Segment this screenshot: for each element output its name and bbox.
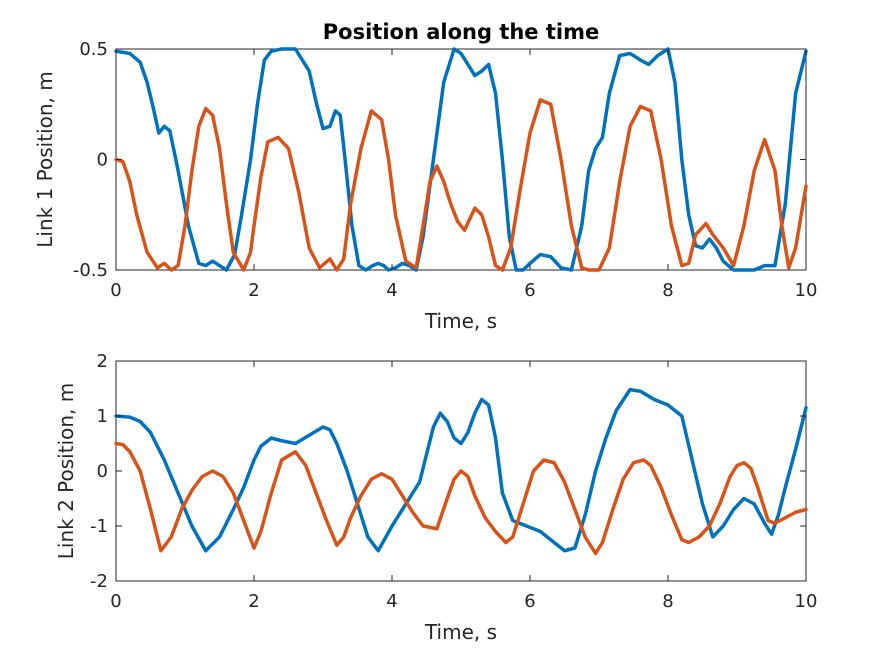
top-ticks-group: 0 2 4 6 8 100.50-0.5 bbox=[73, 39, 818, 301]
top-y-axis-label: Link 1 Position, m bbox=[33, 71, 57, 247]
top-series-line-1 bbox=[114, 47, 808, 272]
bottom-series-line-1 bbox=[114, 387, 808, 553]
bottom-series-group bbox=[114, 387, 808, 556]
bottom-y-axis-label: Link 2 Position, m bbox=[54, 383, 78, 559]
top-x-tick-label: 2 bbox=[248, 280, 259, 301]
top-x-tick-label: 8 bbox=[662, 280, 673, 301]
bottom-series-line-2 bbox=[114, 441, 808, 556]
bottom-y-tick-label: 1 bbox=[97, 406, 108, 427]
bottom-y-tick-label: -1 bbox=[90, 516, 108, 537]
top-series-line-2 bbox=[114, 98, 808, 272]
top-x-tick-label: 6 bbox=[524, 280, 535, 301]
bottom-y-tick-label: 2 bbox=[97, 351, 108, 372]
bottom-x-tick-label: 2 bbox=[248, 591, 259, 612]
top-x-tick-label: 0 bbox=[110, 280, 121, 301]
bottom-x-axis-label: Time, s bbox=[424, 620, 497, 644]
bottom-y-tick-label: 0 bbox=[97, 461, 108, 482]
bottom-y-tick-label: -2 bbox=[90, 571, 108, 592]
bottom-x-tick-label: 6 bbox=[524, 591, 535, 612]
top-series-group bbox=[114, 47, 808, 272]
bottom-x-tick-label: 10 bbox=[795, 591, 818, 612]
bottom-x-tick-label: 8 bbox=[662, 591, 673, 612]
chart-title: Position along the time bbox=[323, 20, 599, 44]
top-y-tick-label: 0 bbox=[97, 150, 108, 171]
top-x-axis-label: Time, s bbox=[424, 309, 497, 333]
bottom-x-tick-label: 4 bbox=[386, 591, 397, 612]
top-axes: 0 2 4 6 8 100.50-0.5 Time, s Link 1 Position,… bbox=[33, 39, 817, 333]
top-y-tick-label: -0.5 bbox=[73, 260, 108, 281]
top-x-tick-label: 4 bbox=[386, 280, 397, 301]
top-x-tick-label: 10 bbox=[795, 280, 818, 301]
bottom-x-tick-label: 0 bbox=[110, 591, 121, 612]
top-y-tick-label: 0.5 bbox=[79, 39, 108, 60]
